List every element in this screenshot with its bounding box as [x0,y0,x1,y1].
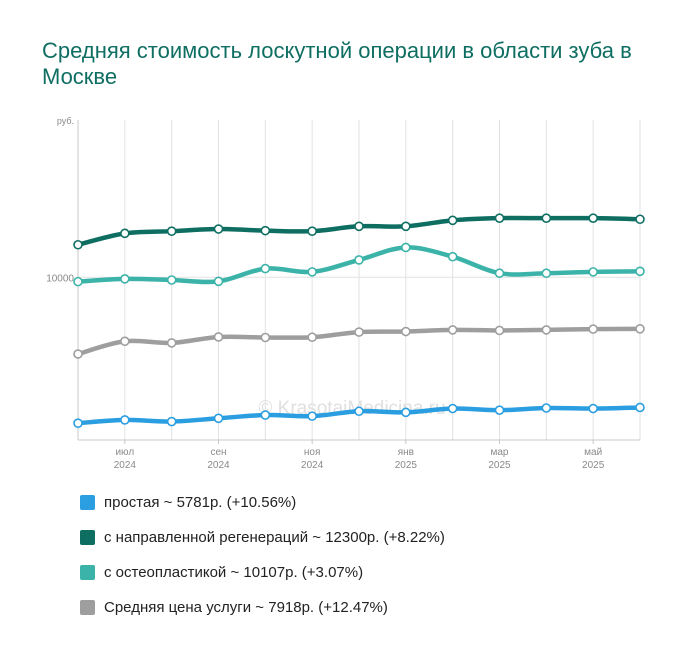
series [73,213,645,428]
data-point-simple [213,413,224,424]
data-point-avg [354,327,364,337]
axes: 10000 руб. июл 2024 сен 2024 ноя 2024 янв 2025 мар… [46,116,640,471]
data-point-avg [541,325,552,335]
data-point-simple [541,403,552,413]
line-chart: 10000 руб. июл 2024 сен 2024 ноя 2024 янв 2025 мар… [46,116,645,471]
chart-title: Средняя стоимость лоскутной операции в о… [42,38,632,89]
legend-label: с остеопластикой ~ 10107р. (+3.07%) [104,564,364,581]
data-point-osteo [260,263,271,274]
data-point-regen [494,213,505,223]
data-point-regen [166,226,177,236]
y-unit-label: руб. [57,116,74,126]
data-point-osteo [73,276,83,287]
data-point-regen [541,213,552,223]
data-point-avg [401,326,411,337]
data-point-regen [588,213,598,223]
data-point-regen [213,224,224,234]
data-point-avg [635,324,645,334]
legend-item-osteo[interactable]: с остеопластикой ~ 10107р. (+3.07%) [80,555,445,590]
x-tick-month-label: май [584,447,602,458]
data-point-regen [447,215,458,226]
data-point-regen [260,225,271,236]
data-point-simple [120,415,130,425]
data-point-avg [588,324,598,334]
legend-swatch [80,600,95,615]
data-point-osteo [541,268,552,279]
legend-item-average[interactable]: Средняя цена услуги ~ 7918р. (+12.47%) [80,590,445,625]
data-point-osteo [166,275,177,285]
data-point-regen [401,221,411,232]
data-point-osteo [494,268,505,279]
y-tick-label: 10000 [46,273,74,284]
data-point-simple [354,406,364,417]
data-point-avg [307,332,317,343]
legend-label: простая ~ 5781р. (+10.56%) [104,494,297,511]
data-point-simple [307,411,317,421]
data-point-simple [260,410,271,420]
data-point-simple [73,418,83,428]
data-point-simple [447,403,458,414]
legend-swatch [80,565,95,580]
legend-item-simple[interactable]: простая ~ 5781р. (+10.56%) [80,485,445,520]
data-point-regen [73,239,83,250]
data-point-osteo [635,266,645,277]
legend-label: Средняя цена услуги ~ 7918р. (+12.47%) [104,599,388,616]
data-point-osteo [588,267,598,277]
x-tick-year-label: 2024 [207,460,230,471]
data-point-avg [213,332,224,342]
x-tick-month-label: мар [491,447,509,458]
grid [77,120,641,440]
data-point-osteo [401,242,411,253]
data-point-regen [120,228,130,239]
data-point-osteo [213,276,224,287]
data-point-avg [166,338,177,348]
data-point-avg [447,325,458,335]
data-point-avg [120,336,130,347]
data-point-regen [635,214,645,225]
x-tick-year-label: 2025 [488,460,511,471]
legend-label: с направленной регенераций ~ 12300р. (+8… [104,529,445,546]
data-point-simple [166,416,177,427]
data-point-regen [307,226,317,236]
data-point-osteo [307,267,317,277]
data-point-simple [635,402,645,413]
data-point-osteo [120,274,130,284]
data-point-simple [401,407,411,418]
x-tick-month-label: янв [398,447,414,458]
legend: простая ~ 5781р. (+10.56%) с направленно… [80,485,445,625]
data-point-simple [588,403,598,414]
x-tick-year-label: 2025 [395,460,418,471]
legend-swatch [80,530,95,545]
data-point-avg [260,332,271,343]
x-tick-month-label: ноя [304,447,321,458]
x-tick-year-label: 2024 [114,460,137,471]
data-point-simple [494,405,505,415]
x-tick-month-label: июл [115,447,134,458]
legend-swatch [80,495,95,510]
data-point-regen [354,221,364,232]
legend-item-regen[interactable]: с направленной регенераций ~ 12300р. (+8… [80,520,445,555]
x-tick-year-label: 2025 [582,460,605,471]
x-tick-year-label: 2024 [301,460,324,471]
x-tick-month-label: сен [210,447,226,458]
data-point-osteo [354,255,364,265]
data-point-avg [73,349,83,359]
data-point-osteo [447,251,458,262]
data-point-avg [494,325,505,336]
